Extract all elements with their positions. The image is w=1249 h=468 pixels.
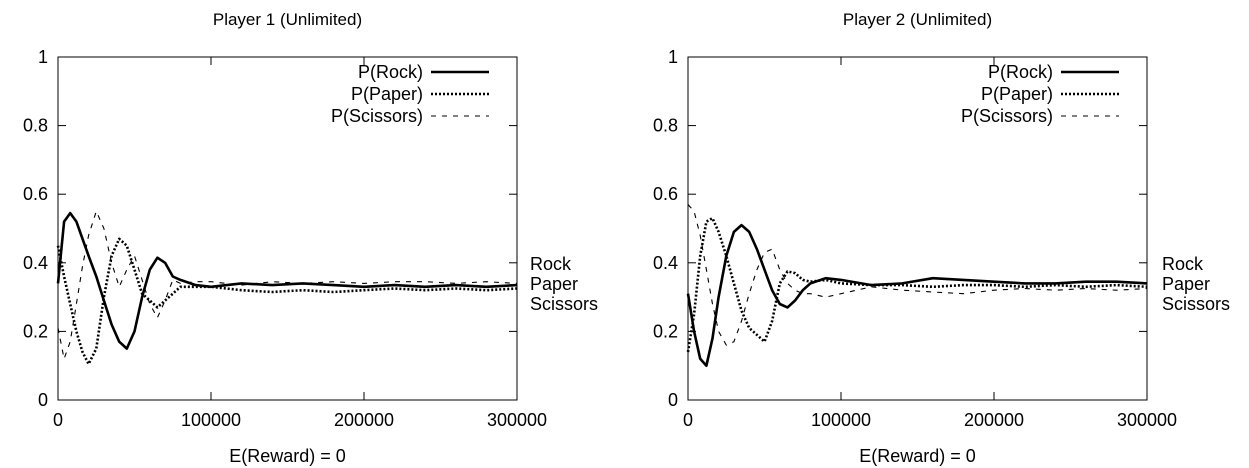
- y-tick-label: 0: [668, 390, 678, 410]
- chart-title: Player 1 (Unlimited): [213, 10, 362, 29]
- chart-panel-2: Player 2 (Unlimited) 0 0.2 0.4 0.6 0.8 1 0 10000…: [653, 10, 1230, 466]
- series-line-p-rock: [686, 223, 1148, 367]
- legend-label-p-paper: P(Paper): [351, 84, 423, 104]
- legend-label-p-scissors: P(Scissors): [331, 106, 423, 126]
- y-tick-label: 0.8: [23, 116, 48, 136]
- plot-frame: [687, 56, 1148, 401]
- side-label-paper: Paper: [1162, 274, 1210, 294]
- side-label-rock: Rock: [530, 254, 572, 274]
- series-line-p-rock: [56, 211, 518, 350]
- y-tick-label: 0.4: [653, 253, 678, 273]
- y-tick-label: 0.4: [23, 253, 48, 273]
- legend-label-p-paper: P(Paper): [981, 84, 1053, 104]
- x-tick-label: 300000: [1117, 410, 1177, 430]
- side-label-rock: Rock: [1162, 254, 1204, 274]
- side-label-scissors: Scissors: [1162, 294, 1230, 314]
- side-label-scissors: Scissors: [530, 294, 598, 314]
- y-tick-label: 1: [668, 47, 678, 67]
- x-tick-label: 0: [53, 410, 63, 430]
- series-line-p-paper: [686, 216, 1148, 353]
- legend-label-p-scissors: P(Scissors): [961, 106, 1053, 126]
- x-axis-label: E(Reward) = 0: [859, 446, 976, 466]
- series-line-p-scissors: [687, 204, 1148, 346]
- series-line-p-paper: [56, 237, 518, 366]
- legend-label-p-rock: P(Rock): [988, 62, 1053, 82]
- x-tick-label: 200000: [334, 410, 394, 430]
- y-tick-label: 0.2: [653, 321, 678, 341]
- y-tick-label: 0: [38, 390, 48, 410]
- x-tick-label: 200000: [964, 410, 1024, 430]
- y-tick-label: 0.6: [653, 184, 678, 204]
- side-label-paper: Paper: [530, 274, 578, 294]
- y-tick-label: 0.2: [23, 321, 48, 341]
- chart-panel-1: Player 1 (Unlimited) 0 0.2 0.4 0.6 0.8 1 0 10000…: [23, 10, 598, 466]
- y-tick-label: 0.6: [23, 184, 48, 204]
- y-tick-label: 1: [38, 47, 48, 67]
- x-tick-label: 300000: [487, 410, 547, 430]
- x-tick-label: 100000: [811, 410, 871, 430]
- y-tick-label: 0.8: [653, 116, 678, 136]
- x-tick-label: 0: [683, 410, 693, 430]
- x-axis-label: E(Reward) = 0: [229, 446, 346, 466]
- legend-label-p-rock: P(Rock): [358, 62, 423, 82]
- chart-title: Player 2 (Unlimited): [843, 10, 992, 29]
- plot-frame: [57, 56, 518, 401]
- x-tick-label: 100000: [181, 410, 241, 430]
